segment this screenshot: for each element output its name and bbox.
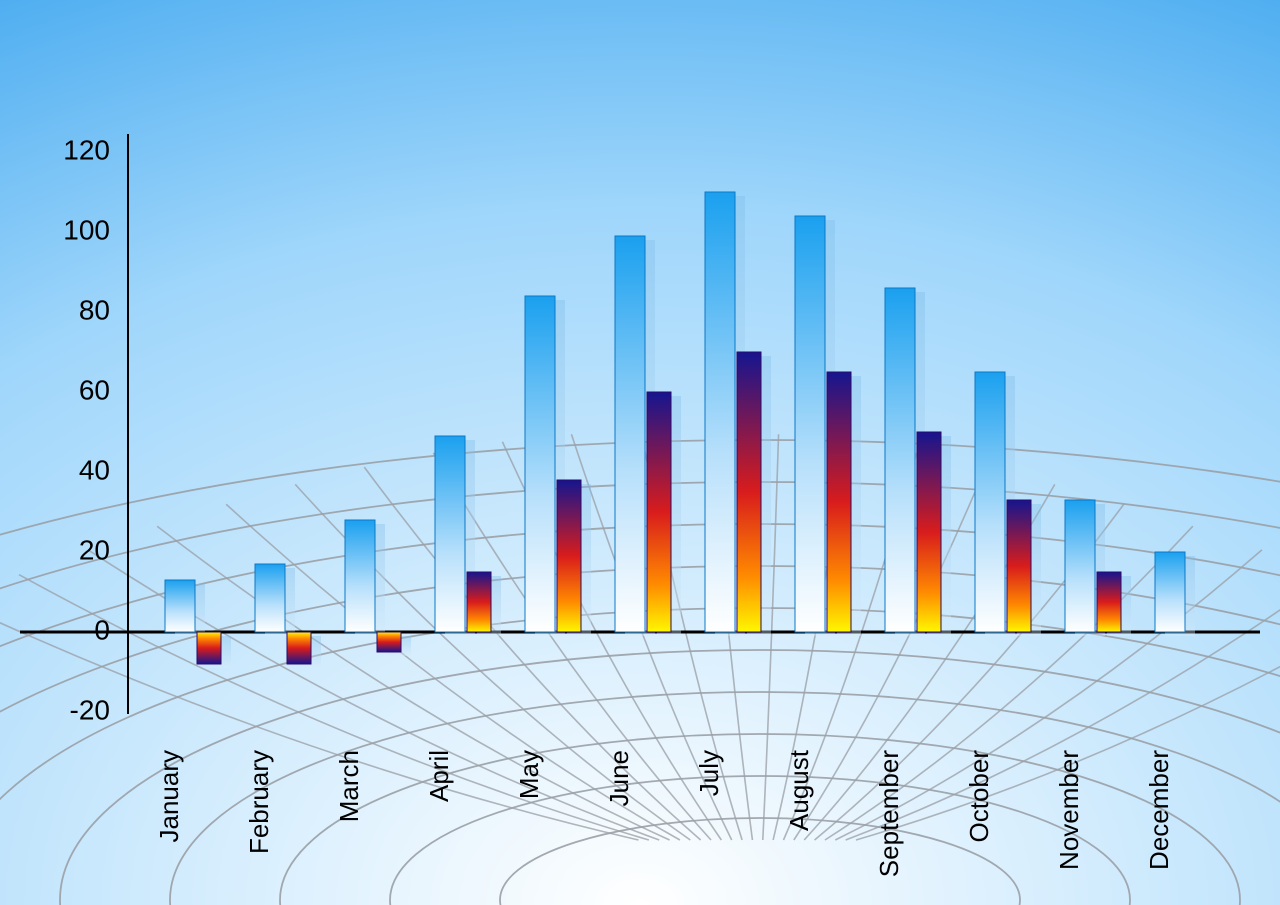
secondary-bar xyxy=(1007,500,1031,632)
primary-bar xyxy=(975,372,1005,632)
primary-bar xyxy=(705,192,735,632)
x-tick-label: August xyxy=(784,749,814,831)
x-tick-label: July xyxy=(694,750,724,796)
primary-bar xyxy=(795,216,825,632)
primary-bar xyxy=(525,296,555,632)
x-tick-label: March xyxy=(334,750,364,822)
y-tick-label: 100 xyxy=(63,214,110,245)
secondary-bar xyxy=(917,432,941,632)
y-tick-label: 20 xyxy=(79,534,110,565)
primary-bar xyxy=(1065,500,1095,632)
chart-svg: -20 0 20 40 60 80 100 120 January February March A… xyxy=(0,0,1280,905)
primary-bar xyxy=(1155,552,1185,632)
x-tick-label: June xyxy=(604,750,634,806)
x-tick-label: November xyxy=(1054,750,1084,870)
primary-bar xyxy=(165,580,195,632)
y-tick-label: 40 xyxy=(79,454,110,485)
y-tick-label: 0 xyxy=(94,614,110,645)
x-tick-label: October xyxy=(964,750,994,843)
y-tick-label: 120 xyxy=(63,134,110,165)
secondary-bar xyxy=(647,392,671,632)
primary-bar xyxy=(345,520,375,632)
secondary-bar xyxy=(1097,572,1121,632)
x-tick-label: May xyxy=(514,750,544,799)
primary-bar xyxy=(885,288,915,632)
secondary-bar xyxy=(197,632,221,664)
primary-bar xyxy=(615,236,645,632)
y-tick-label: 60 xyxy=(79,374,110,405)
secondary-bar xyxy=(827,372,851,632)
secondary-bar xyxy=(557,480,581,632)
x-tick-label: April xyxy=(424,750,454,802)
x-tick-label: December xyxy=(1144,750,1174,870)
secondary-bar xyxy=(287,632,311,664)
y-tick-label: -20 xyxy=(70,694,110,725)
primary-bar xyxy=(435,436,465,632)
x-tick-label: February xyxy=(244,750,274,854)
secondary-bar xyxy=(467,572,491,632)
x-tick-label: January xyxy=(154,750,184,843)
y-tick-label: 80 xyxy=(79,294,110,325)
secondary-bar xyxy=(377,632,401,652)
chart-container: -20 0 20 40 60 80 100 120 January February March A… xyxy=(0,0,1280,905)
primary-bar xyxy=(255,564,285,632)
x-tick-label: September xyxy=(874,750,904,878)
secondary-bar xyxy=(737,352,761,632)
